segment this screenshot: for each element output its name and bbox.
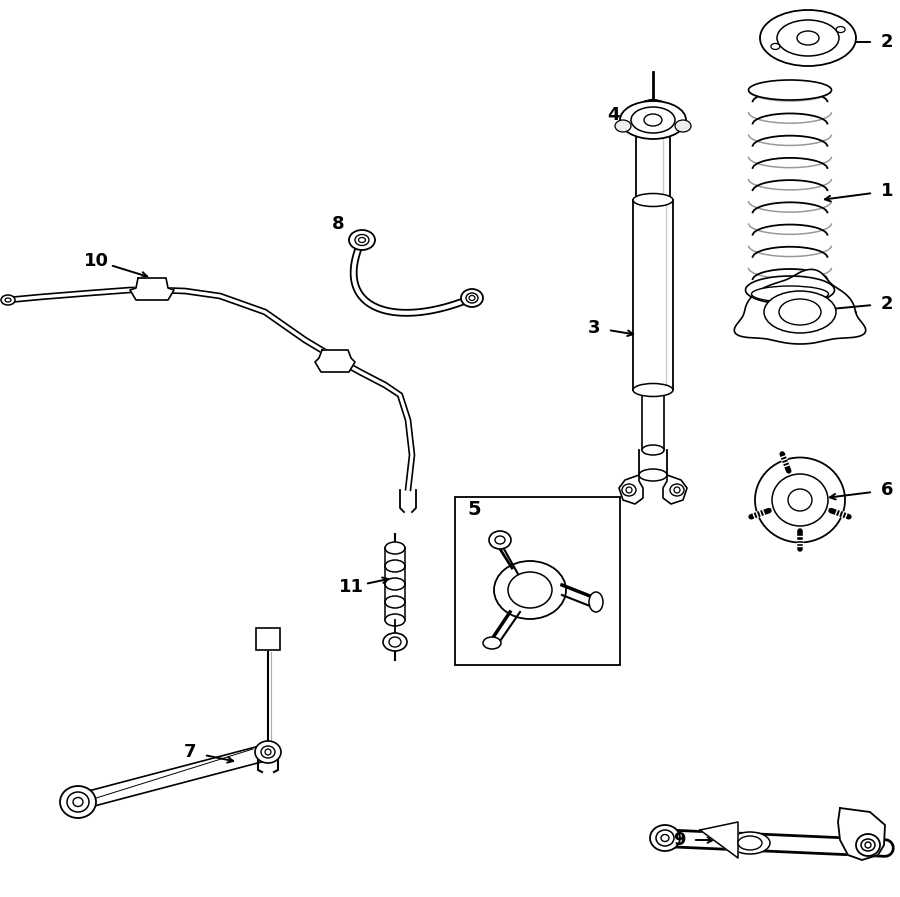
Ellipse shape <box>760 10 856 66</box>
Ellipse shape <box>589 592 603 612</box>
Text: 2: 2 <box>881 295 893 313</box>
Polygon shape <box>838 808 885 860</box>
Ellipse shape <box>615 120 631 132</box>
Ellipse shape <box>865 842 871 848</box>
Ellipse shape <box>389 637 401 647</box>
Text: 10: 10 <box>84 252 109 270</box>
Ellipse shape <box>265 749 271 755</box>
Ellipse shape <box>777 20 839 56</box>
Ellipse shape <box>255 741 281 763</box>
Ellipse shape <box>633 384 673 396</box>
Polygon shape <box>351 239 473 316</box>
Ellipse shape <box>674 487 680 493</box>
Ellipse shape <box>642 445 664 455</box>
Ellipse shape <box>489 531 511 549</box>
Ellipse shape <box>73 797 83 806</box>
Ellipse shape <box>797 31 819 45</box>
Text: 5: 5 <box>467 500 481 519</box>
Ellipse shape <box>508 572 552 608</box>
Ellipse shape <box>349 230 375 250</box>
Ellipse shape <box>650 825 680 851</box>
Text: 6: 6 <box>880 482 893 500</box>
Text: 9: 9 <box>673 831 685 849</box>
Ellipse shape <box>856 834 880 856</box>
Polygon shape <box>130 278 174 300</box>
Ellipse shape <box>483 637 501 649</box>
Polygon shape <box>76 745 270 810</box>
Ellipse shape <box>626 487 632 493</box>
Polygon shape <box>8 288 415 491</box>
Ellipse shape <box>661 834 669 841</box>
Bar <box>256 628 280 650</box>
Polygon shape <box>734 269 866 344</box>
Ellipse shape <box>385 542 405 554</box>
Ellipse shape <box>749 80 832 100</box>
Ellipse shape <box>730 832 770 854</box>
Ellipse shape <box>639 100 667 116</box>
Text: 8: 8 <box>332 215 345 233</box>
Ellipse shape <box>755 457 845 543</box>
Text: 4: 4 <box>607 106 619 124</box>
Ellipse shape <box>772 474 828 526</box>
Ellipse shape <box>355 234 369 246</box>
Bar <box>455 497 620 665</box>
Ellipse shape <box>675 120 691 132</box>
Ellipse shape <box>5 298 11 302</box>
Ellipse shape <box>620 101 686 139</box>
Ellipse shape <box>385 596 405 608</box>
Ellipse shape <box>1 295 15 305</box>
Ellipse shape <box>385 578 405 590</box>
Ellipse shape <box>639 469 667 481</box>
Ellipse shape <box>656 830 674 846</box>
Ellipse shape <box>771 43 780 49</box>
Polygon shape <box>663 475 687 504</box>
Ellipse shape <box>670 484 684 496</box>
Ellipse shape <box>644 114 662 126</box>
Ellipse shape <box>67 792 89 812</box>
Ellipse shape <box>494 561 566 619</box>
Ellipse shape <box>633 194 673 206</box>
Ellipse shape <box>469 295 475 300</box>
Polygon shape <box>700 822 738 858</box>
Ellipse shape <box>636 110 670 122</box>
Ellipse shape <box>752 286 829 302</box>
Ellipse shape <box>764 291 836 333</box>
Text: 3: 3 <box>588 318 600 336</box>
Ellipse shape <box>495 536 505 544</box>
Ellipse shape <box>385 614 405 626</box>
Ellipse shape <box>383 633 407 651</box>
Ellipse shape <box>622 484 636 496</box>
Ellipse shape <box>738 836 762 850</box>
Ellipse shape <box>779 299 821 325</box>
Text: 11: 11 <box>338 578 364 596</box>
Ellipse shape <box>466 293 478 303</box>
Ellipse shape <box>745 276 834 304</box>
Ellipse shape <box>385 560 405 572</box>
Ellipse shape <box>261 746 275 758</box>
Text: 2: 2 <box>881 33 893 51</box>
Ellipse shape <box>60 786 96 818</box>
Ellipse shape <box>358 238 365 242</box>
Polygon shape <box>315 350 355 372</box>
Text: 1: 1 <box>880 182 893 200</box>
Ellipse shape <box>461 289 483 307</box>
Ellipse shape <box>631 107 675 133</box>
Text: 7: 7 <box>184 744 196 762</box>
Ellipse shape <box>836 27 845 32</box>
Ellipse shape <box>788 489 812 511</box>
Polygon shape <box>619 475 643 504</box>
Ellipse shape <box>861 839 875 851</box>
